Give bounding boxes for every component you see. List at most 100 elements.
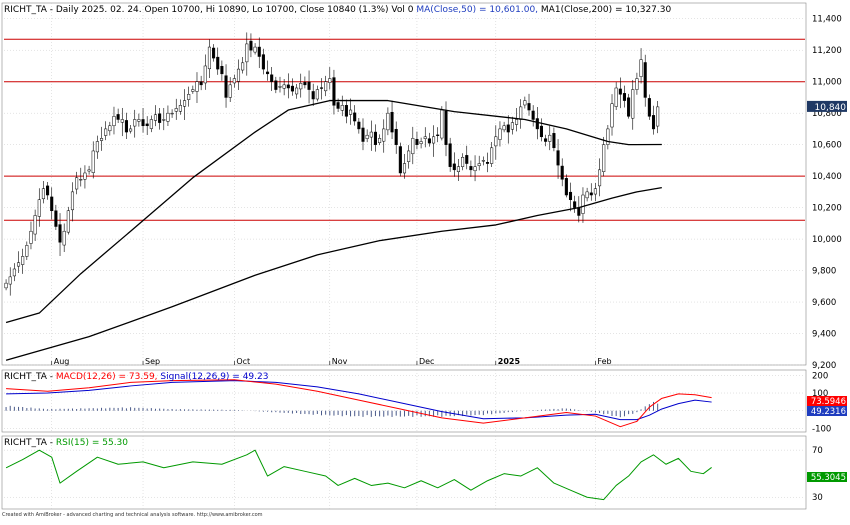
macd-badge: 73.5946 — [807, 396, 847, 407]
candle — [635, 72, 639, 95]
candle — [299, 73, 303, 98]
candle — [133, 109, 137, 138]
candle — [598, 158, 602, 197]
candle — [141, 107, 145, 133]
price-ytick-label: 10,600 — [812, 141, 842, 151]
candle — [606, 124, 610, 150]
candles — [4, 32, 660, 296]
candle — [357, 118, 361, 134]
candle — [112, 106, 116, 135]
candle — [461, 153, 465, 171]
price-pane[interactable] — [1, 2, 807, 366]
macd-ytick-label: 200 — [812, 371, 828, 381]
price-ytick-label: 10,200 — [812, 204, 842, 214]
candle — [315, 85, 319, 102]
macd-header: RICHT_TA - MACD(12,26) = 73.59, Signal(1… — [4, 372, 268, 382]
candle — [568, 182, 573, 212]
candle — [614, 82, 618, 111]
candle — [274, 76, 278, 94]
candle — [137, 113, 141, 127]
candle — [249, 33, 253, 58]
last-price-badge: 10,840 — [807, 100, 847, 113]
rsi-header: RICHT_TA - RSI(15) = 55.30 — [4, 438, 128, 448]
candle — [145, 116, 149, 136]
candle — [560, 158, 564, 187]
macd-pane[interactable] — [1, 369, 807, 433]
candle — [37, 188, 41, 227]
candle — [544, 134, 548, 147]
candle — [153, 105, 158, 127]
macd-line — [6, 379, 712, 428]
rsi-series — [5, 449, 712, 501]
candle — [166, 105, 170, 126]
candle — [618, 77, 622, 109]
svg-text:55.3045: 55.3045 — [811, 473, 846, 483]
candle — [585, 187, 589, 202]
candle — [477, 155, 481, 171]
candle — [353, 105, 357, 126]
candle — [573, 195, 577, 213]
candle — [643, 54, 647, 107]
candle — [548, 125, 552, 151]
candle — [70, 182, 75, 222]
candle — [373, 124, 377, 152]
candle — [651, 105, 656, 135]
candle — [490, 141, 494, 168]
xtick-label: Oct — [236, 357, 250, 366]
candle — [656, 101, 660, 134]
candle — [386, 107, 390, 136]
price-header: RICHT_TA - Daily 2025. 02. 24. Open 1070… — [4, 5, 671, 15]
candle — [245, 32, 249, 76]
price-ytick-label: 9,200 — [812, 361, 836, 371]
candle — [290, 78, 294, 96]
candle — [16, 251, 21, 274]
candle — [647, 94, 651, 120]
price-ytick-label: 11,200 — [812, 46, 842, 56]
candle — [319, 78, 324, 100]
xtick-label: Nov — [332, 357, 348, 366]
candle — [523, 96, 527, 109]
ma200-line — [5, 186, 662, 361]
candle — [21, 248, 25, 274]
candle — [228, 77, 232, 103]
candle — [382, 119, 386, 153]
candle — [29, 221, 33, 250]
candle — [187, 86, 191, 107]
candle — [232, 74, 236, 88]
candle — [120, 107, 124, 137]
candle — [199, 75, 203, 91]
candle — [340, 95, 344, 117]
candle — [506, 115, 510, 144]
candle — [282, 79, 286, 96]
candle — [79, 167, 83, 187]
macd-ytick-label: -100 — [812, 424, 831, 434]
candle — [564, 174, 568, 198]
macd-ytick-label: 100 — [812, 389, 828, 399]
price-ytick-label: 10,400 — [812, 172, 842, 182]
candle — [415, 131, 419, 150]
candle — [481, 156, 485, 166]
candle — [307, 70, 311, 104]
candle — [170, 109, 174, 118]
candle — [440, 106, 444, 141]
rsi-pane[interactable] — [1, 435, 807, 510]
candle — [216, 47, 220, 75]
price-ytick-label: 9,800 — [812, 267, 836, 277]
candle — [195, 72, 199, 103]
axis-labels: 9,200 9,400 9,600 9,800 10,000 10,200 10,400 10… — [51, 15, 842, 503]
candle — [54, 204, 58, 230]
candle — [398, 142, 402, 177]
candle — [602, 136, 606, 177]
candle — [527, 93, 531, 116]
candle — [432, 125, 436, 157]
candle — [361, 118, 365, 151]
candle — [539, 118, 543, 142]
candle — [631, 79, 635, 130]
candle — [485, 152, 490, 173]
candle — [510, 116, 514, 135]
price-ytick-label: 9,400 — [812, 330, 836, 340]
candle — [311, 83, 315, 106]
svg-text:10,840: 10,840 — [815, 103, 847, 113]
candle — [124, 112, 128, 140]
